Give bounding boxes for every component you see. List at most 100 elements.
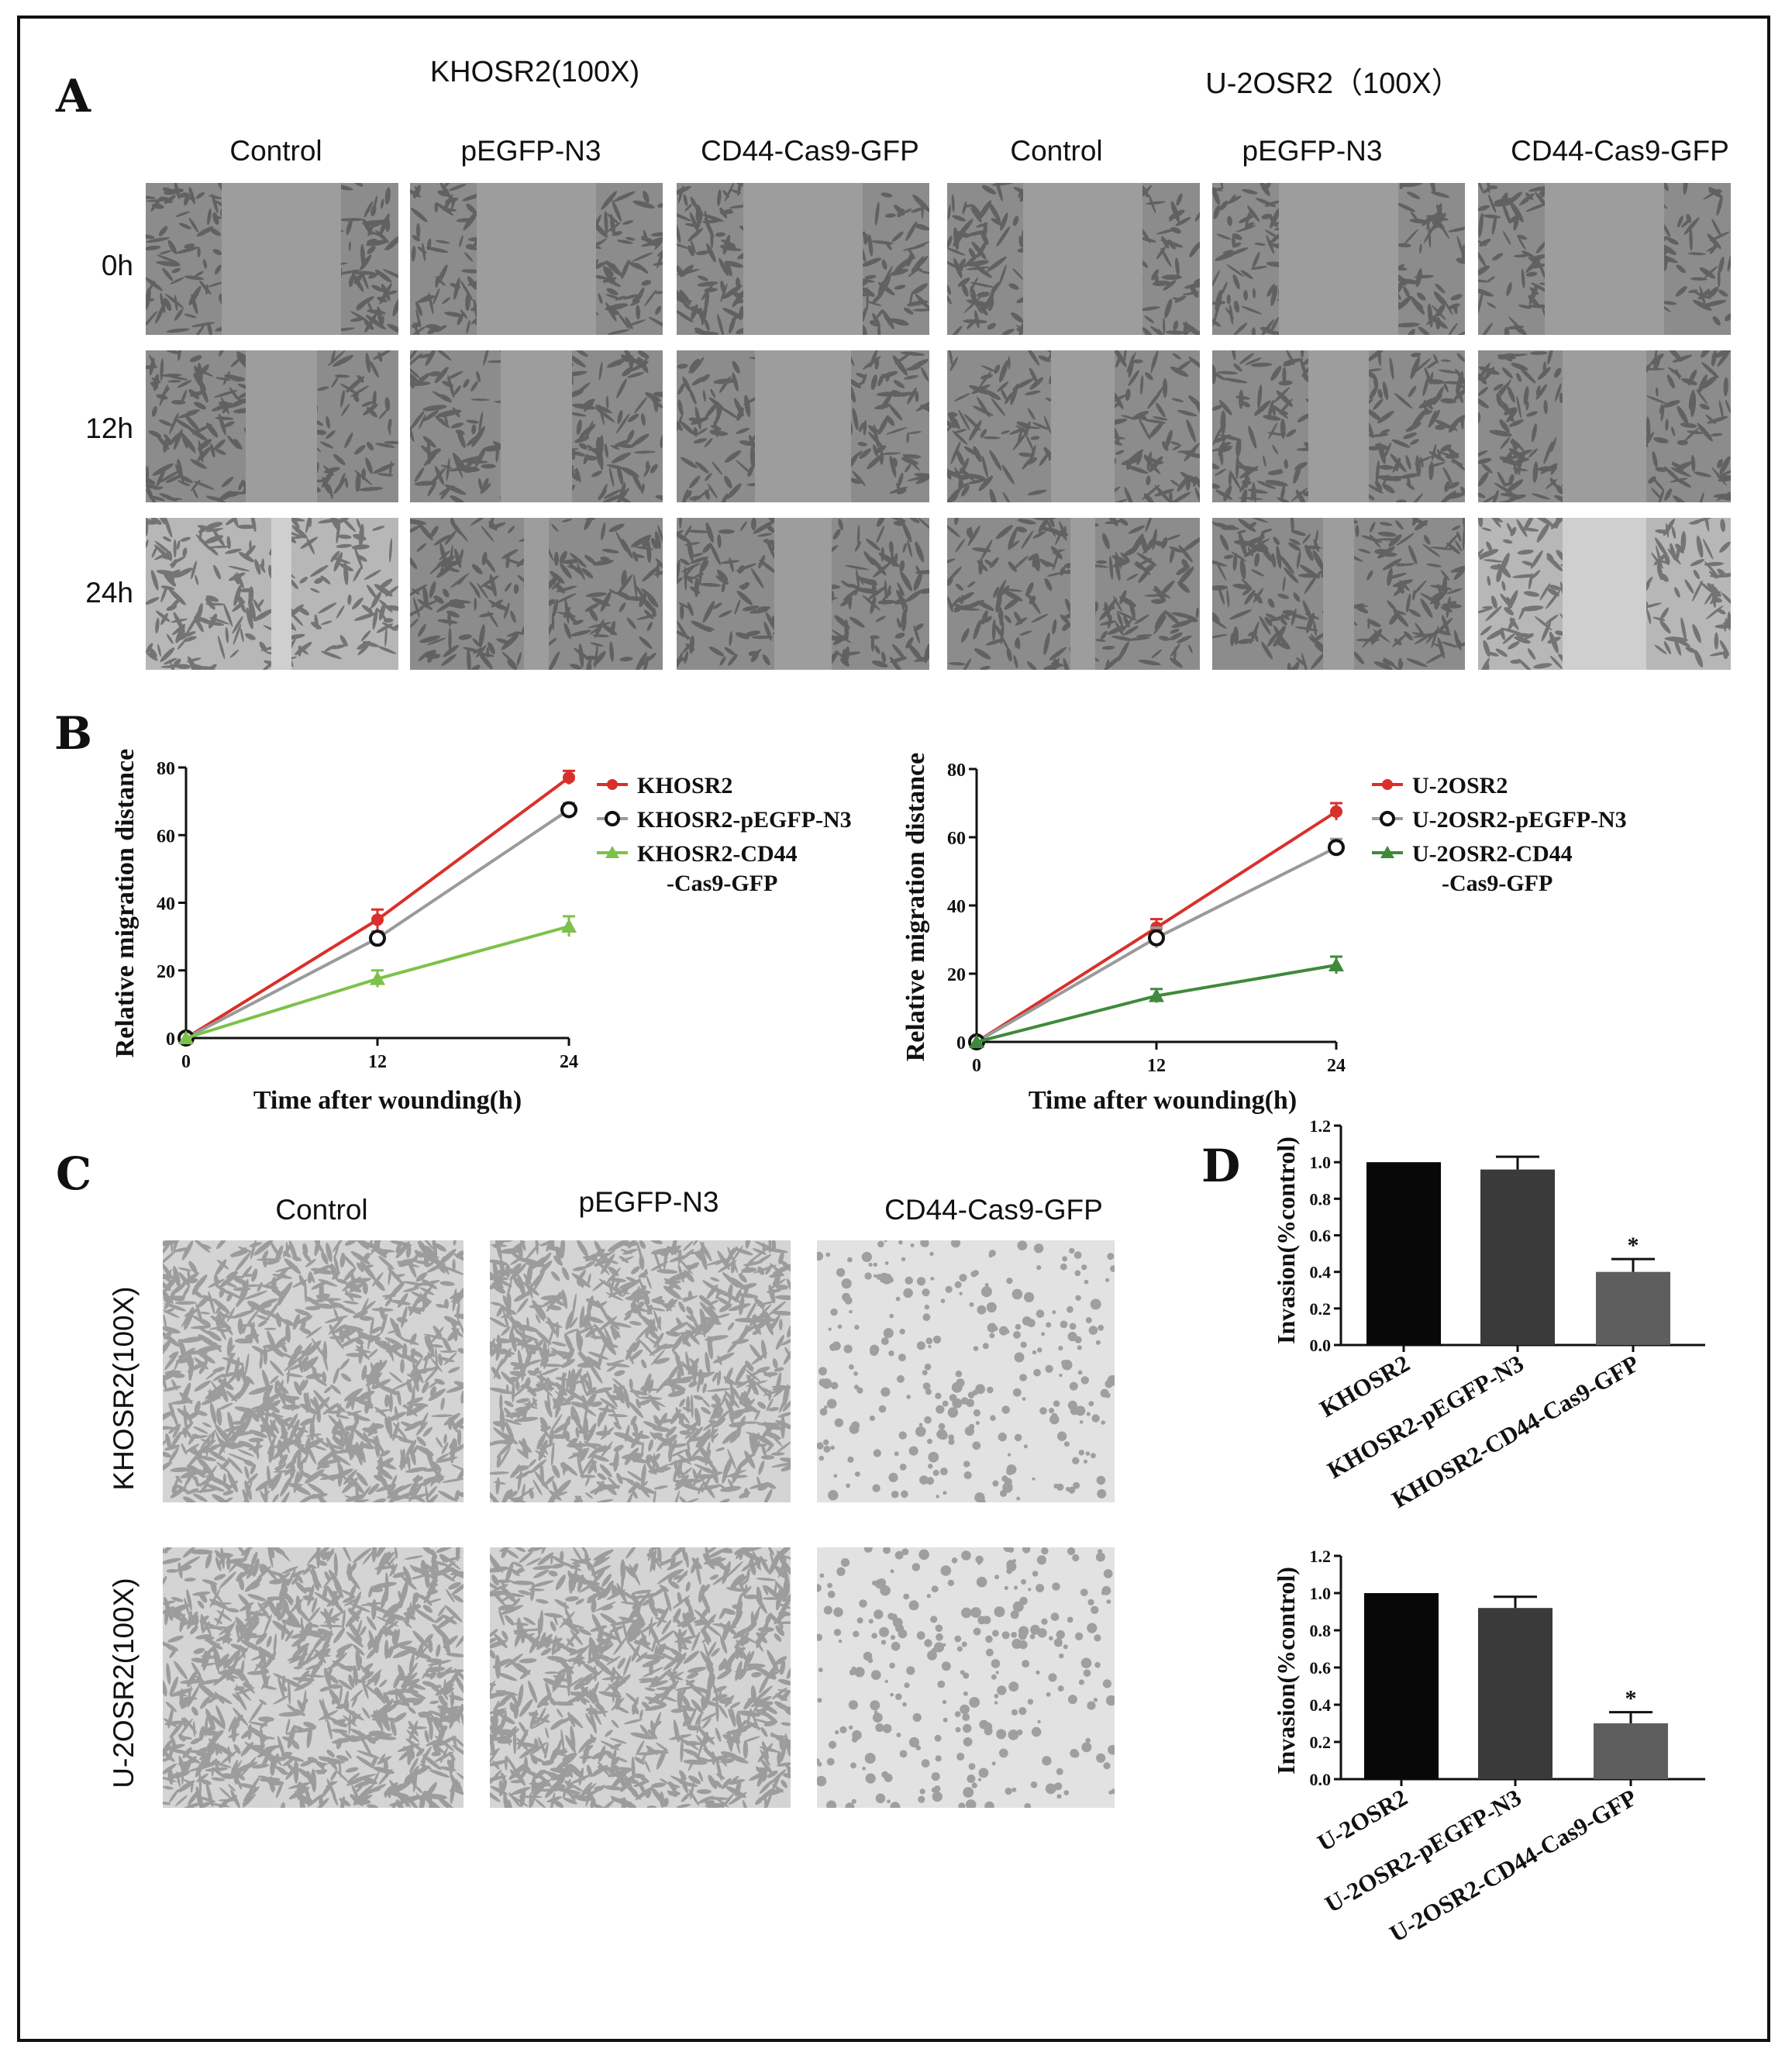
legend-label: U-2OSR2-CD44 -Cas9-GFP (1412, 841, 1573, 896)
panel-a-col-label-pegfp-2: pEGFP-N3 (1242, 135, 1383, 167)
y-tick-label: 0.6 (1310, 1658, 1332, 1678)
migration-line-chart-u2osr2: 0 20 40 60 80 0 12 24 Relative migration distan… (901, 753, 1627, 1115)
wound-image-khosr2-control-12h (146, 350, 398, 502)
y-tick-label: 0.8 (1310, 1621, 1332, 1640)
legend-item-0: U-2OSR2 (1372, 773, 1508, 798)
wound-image-u2osr2-control-24h (947, 518, 1200, 670)
wound-image-u2osr2-cd44-12h (1478, 350, 1731, 502)
data-point (1328, 839, 1345, 857)
wound-image-khosr2-pegfp-24h (410, 518, 663, 670)
legend-marker (605, 811, 620, 826)
y-tick-label: 0.2 (1310, 1299, 1332, 1319)
wound-gap (1051, 350, 1115, 502)
legend-label: KHOSR2 (637, 773, 732, 798)
series-2 (178, 915, 577, 1044)
x-tick-label: 12 (1147, 1056, 1166, 1076)
wound-gap (1563, 350, 1646, 502)
legend-item-1: U-2OSR2-pEGFP-N3 (1372, 807, 1627, 833)
bar (1366, 1162, 1441, 1345)
wound-image-u2osr2-control-0h (947, 183, 1200, 335)
wound-gap (246, 350, 317, 502)
invasion-bar-chart-u2osr2: 0.0 0.2 0.4 0.6 0.8 1.0 1.2 * Invasion(%contro… (1272, 1547, 1705, 1947)
transwell-image-u2osr2-pegfp (490, 1547, 791, 1808)
wound-image-khosr2-cd44-24h (677, 518, 929, 670)
wound-image-u2osr2-cd44-24h (1478, 518, 1731, 670)
panel-a-col-label-pegfp-1: pEGFP-N3 (460, 135, 601, 167)
panel-a-col-label-control-2: Control (1010, 135, 1103, 167)
y-tick-label: 0.0 (1310, 1336, 1332, 1355)
transwell-image-khosr2-control (163, 1240, 464, 1502)
y-tick-label: 0.6 (1310, 1226, 1332, 1246)
legend-label: KHOSR2-CD44 -Cas9-GFP (637, 841, 798, 896)
wound-image-khosr2-control-24h (146, 518, 398, 670)
data-point (1149, 988, 1164, 1002)
panel-c-col-label-cd44: CD44-Cas9-GFP (884, 1194, 1103, 1226)
y-tick-label: 60 (947, 829, 966, 849)
legend-item-2: KHOSR2-CD44 -Cas9-GFP (597, 841, 798, 896)
y-tick-label: 0.4 (1310, 1263, 1332, 1282)
wound-gap (477, 183, 596, 335)
y-tick-label: 1.0 (1310, 1153, 1332, 1172)
wound-image-u2osr2-control-12h (947, 350, 1200, 502)
wound-gap (743, 183, 863, 335)
wound-gap (523, 518, 550, 670)
y-tick-label: 0 (956, 1033, 966, 1054)
wound-image-u2osr2-pegfp-24h (1212, 518, 1465, 670)
legend-label: U-2OSR2 (1412, 773, 1508, 798)
transwell-image-khosr2-pegfp (490, 1240, 791, 1502)
y-tick-label: 40 (157, 895, 175, 915)
data-point (1328, 957, 1344, 971)
panel-c-row-label-khosr2: KHOSR2(100X) (108, 1286, 140, 1491)
data-point (563, 771, 575, 785)
y-tick-label: 1.2 (1310, 1547, 1332, 1566)
legend-label: U-2OSR2-pEGFP-N3 (1412, 807, 1627, 833)
x-tick-label: KHOSR2-pEGFP-N3 (1322, 1350, 1528, 1484)
wound-gap (1023, 183, 1142, 335)
wound-gap (1563, 518, 1646, 670)
x-tick-label: U-2OSR2-pEGFP-N3 (1320, 1784, 1525, 1918)
x-tick-label: 24 (560, 1052, 578, 1072)
invasion-bar-chart-khosr2: 0.0 0.2 0.4 0.6 0.8 1.0 1.2 * Invasion(%contro… (1272, 1116, 1705, 1513)
significance-marker: * (1628, 1233, 1639, 1258)
legend-marker (605, 846, 619, 858)
wound-image-u2osr2-pegfp-0h (1212, 183, 1465, 335)
transwell-image-khosr2-cd44 (817, 1240, 1115, 1502)
bar (1596, 1271, 1670, 1345)
x-tick-label: 0 (181, 1052, 191, 1072)
y-tick-label: 0.2 (1310, 1733, 1332, 1752)
data-point (1330, 805, 1342, 818)
y-tick-label: 80 (947, 760, 966, 781)
bar (1480, 1169, 1555, 1345)
wound-gap (1308, 350, 1370, 502)
bar (1364, 1593, 1439, 1779)
wound-gap (1070, 518, 1096, 670)
panel-a-col-label-control-1: Control (229, 135, 322, 167)
migration-line-chart-khosr2: 0 20 40 60 80 0 12 24 Relative migration distan… (111, 749, 852, 1115)
y-tick-label: 20 (947, 965, 966, 985)
y-tick-label: 0.4 (1310, 1695, 1332, 1715)
y-tick-label: 40 (947, 897, 966, 917)
y-tick-label: 20 (157, 962, 175, 982)
legend-label: KHOSR2-pEGFP-N3 (637, 807, 852, 833)
y-axis-label: Invasion(%control) (1272, 1567, 1300, 1774)
panel-a-row-label-12h: 12h (85, 412, 133, 444)
data-point (370, 971, 385, 985)
panel-label-a: A (56, 70, 91, 122)
transwell-image-u2osr2-control (163, 1547, 464, 1808)
y-tick-label: 1.0 (1310, 1584, 1332, 1603)
panel-a-group-title-u2osr2: U-2OSR2（100X） (1205, 67, 1461, 100)
data-point (969, 1034, 984, 1048)
data-point (560, 801, 577, 819)
y-axis-label: Relative migration distance (901, 753, 930, 1062)
panel-a-group-title-khosr2: KHOSR2(100X) (429, 56, 640, 88)
series-0 (970, 802, 1342, 1048)
wound-image-khosr2-control-0h (146, 183, 398, 335)
wound-gap (1545, 183, 1664, 335)
data-point (369, 929, 386, 947)
wound-image-khosr2-pegfp-0h (410, 183, 663, 335)
legend-item-0: KHOSR2 (597, 773, 732, 798)
x-tick-label: 12 (368, 1052, 387, 1072)
wound-gap (755, 350, 851, 502)
panel-a-row-label-0h: 0h (101, 250, 133, 281)
